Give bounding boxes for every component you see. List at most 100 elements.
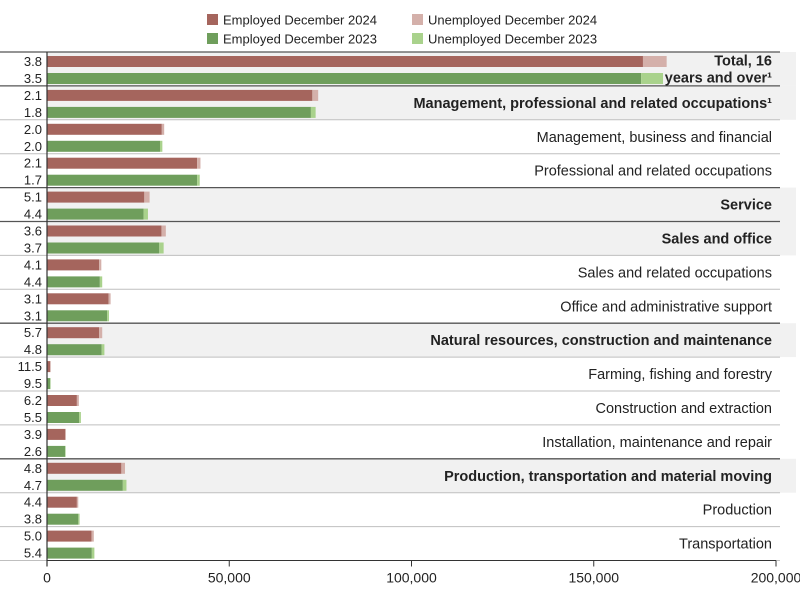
bar-unemployed-2024 [65, 428, 66, 440]
rate-label-2024: 4.1 [24, 257, 42, 272]
rate-label-2024: 5.0 [24, 529, 42, 544]
bar-unemployed-2023 [197, 174, 200, 186]
category-label: Office and administrative support [560, 299, 772, 315]
bar-employed-2023 [47, 513, 79, 525]
bar-employed-2024 [47, 327, 100, 339]
legend-swatch [207, 14, 218, 25]
category-label: Sales and related occupations [578, 265, 772, 281]
rate-label-2024: 4.8 [24, 461, 42, 476]
legend-label: Unemployed December 2024 [428, 13, 597, 28]
x-tick-label: 100,000 [386, 570, 437, 586]
bar-employed-2024 [47, 157, 198, 169]
bar-employed-2023 [47, 479, 123, 491]
rate-label-2023: 3.5 [24, 71, 42, 86]
rate-label-2023: 3.7 [24, 241, 42, 256]
bar-unemployed-2023 [641, 73, 664, 84]
category-bands [0, 51, 796, 561]
bar-employed-2024 [47, 428, 66, 440]
bar-unemployed-2023 [159, 140, 163, 152]
bar-employed-2024 [47, 259, 100, 271]
bar-employed-2024 [47, 56, 643, 67]
bar-employed-2023 [47, 310, 108, 322]
legend: Employed December 2024 Unemployed Decembe… [207, 13, 597, 47]
rate-label-2024: 3.6 [24, 224, 42, 239]
rate-label-2024: 2.1 [24, 88, 42, 103]
bar-unemployed-2024 [76, 496, 79, 508]
bar-employed-2024 [47, 225, 162, 237]
category-label: Service [720, 198, 772, 214]
bar-employed-2023 [47, 174, 198, 186]
legend-label: Employed December 2024 [223, 13, 377, 28]
bar-employed-2023 [47, 106, 311, 118]
category-label: Installation, maintenance and repair [542, 435, 772, 451]
legend-swatch [412, 33, 423, 44]
major-category-band [47, 221, 796, 256]
bar-employed-2023 [47, 547, 92, 559]
bar-employed-2023 [47, 73, 642, 84]
rate-label-2023: 4.4 [24, 274, 42, 289]
rate-label-2023: 1.8 [24, 105, 42, 120]
rate-label-2024: 6.2 [24, 393, 42, 408]
category-label: Total, 16 [714, 53, 772, 69]
bar-employed-2023 [47, 276, 100, 288]
legend-label: Unemployed December 2023 [428, 32, 597, 47]
bar-unemployed-2023 [310, 106, 316, 118]
rate-label-2024: 2.1 [24, 156, 42, 171]
x-tick-label: 50,000 [208, 570, 251, 586]
bar-unemployed-2023 [107, 310, 109, 322]
bar-unemployed-2023 [79, 412, 81, 423]
rate-label-2024: 3.1 [24, 291, 42, 306]
rate-label-2024: 3.9 [24, 427, 42, 442]
rate-label-2024: 3.8 [24, 54, 42, 69]
rate-labels: 3.8 3.5 2.1 1.8 2.0 2.0 2.1 1.7 5.1 4.4 3.6 3.74.1 4… [18, 54, 42, 561]
category-label: Production [703, 503, 772, 519]
x-tick-label: 150,000 [568, 570, 619, 586]
bar-employed-2023 [47, 378, 51, 390]
bar-unemployed-2024 [76, 395, 79, 406]
rate-label-2023: 1.7 [24, 173, 42, 188]
rate-label-2023: 2.6 [24, 444, 42, 459]
rate-label-2024: 11.5 [18, 359, 42, 374]
rate-label-2024: 5.7 [24, 325, 42, 340]
bar-unemployed-2024 [197, 157, 201, 169]
bar-employed-2023 [47, 445, 66, 457]
rate-label-2023: 2.0 [24, 139, 42, 154]
bar-employed-2023 [47, 208, 144, 220]
bar-employed-2023 [47, 242, 160, 254]
bar-unemployed-2024 [108, 293, 111, 305]
rate-label-2023: 5.4 [24, 546, 42, 561]
bar-employed-2024 [47, 123, 162, 135]
x-tick-label: 0 [43, 570, 51, 586]
bar-unemployed-2023 [101, 344, 105, 356]
rate-label-2023: 5.5 [24, 410, 42, 425]
legend-label: Employed December 2023 [223, 32, 377, 47]
rate-label-2024: 2.0 [24, 122, 42, 137]
bar-employed-2024 [47, 462, 122, 474]
category-label: Transportation [679, 537, 772, 553]
bar-unemployed-2024 [91, 530, 94, 542]
category-label: Sales and office [662, 231, 772, 247]
bar-unemployed-2024 [121, 462, 126, 474]
bar-unemployed-2023 [99, 276, 103, 288]
bar-employed-2024 [47, 293, 109, 305]
bar-unemployed-2023 [78, 513, 80, 525]
bar-employed-2024 [47, 395, 77, 406]
legend-swatch [207, 33, 218, 44]
rate-label-2023: 4.8 [24, 342, 42, 357]
category-label: Construction and extraction [595, 401, 772, 417]
major-category-band [47, 323, 796, 358]
rate-label-2024: 5.1 [24, 190, 42, 205]
bar-employed-2024 [47, 361, 51, 373]
rate-label-2024: 4.4 [24, 495, 42, 510]
rate-label-2023: 3.8 [24, 512, 42, 527]
category-label: Natural resources, construction and main… [430, 333, 772, 349]
bar-unemployed-2023 [122, 479, 127, 491]
bar-unemployed-2023 [91, 547, 95, 559]
bar-unemployed-2024 [642, 56, 667, 67]
category-label: Farming, fishing and forestry [588, 367, 772, 383]
bar-unemployed-2024 [144, 191, 150, 203]
category-label: years and over¹ [665, 70, 772, 86]
legend-swatch [412, 14, 423, 25]
